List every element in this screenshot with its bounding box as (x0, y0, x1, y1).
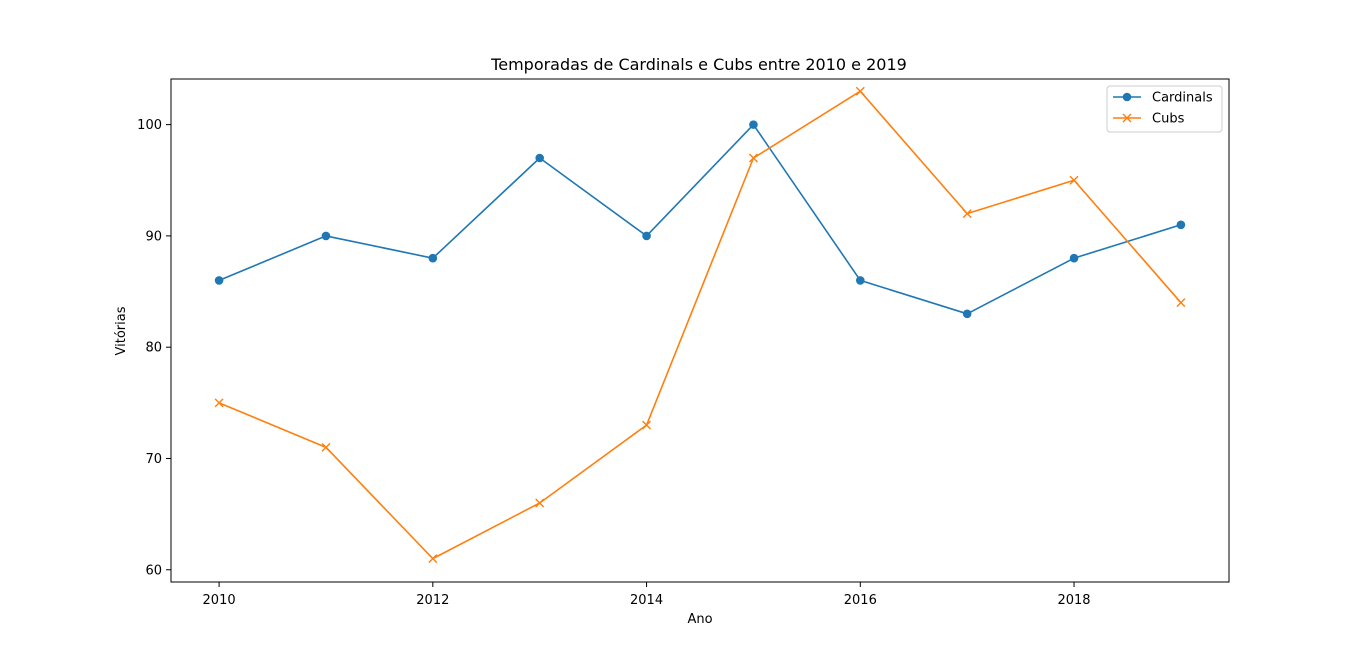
x-tick-label: 2014 (630, 593, 663, 608)
data-point-cardinals (1176, 220, 1186, 230)
data-point-cardinals (856, 276, 865, 285)
data-point-cardinals (749, 120, 758, 129)
data-point-cubs (642, 420, 652, 430)
series-line-cardinals (218, 123, 1182, 315)
x-tick-label: 2018 (1057, 593, 1090, 608)
legend-marker-cubs (1122, 113, 1132, 123)
data-point-cubs (214, 398, 224, 408)
data-point-cardinals (642, 231, 651, 241)
data-point-cardinals (1069, 253, 1079, 263)
data-point-cubs (962, 209, 972, 219)
data-point-cubs (855, 86, 865, 96)
y-axis: 60 70 80 90 100 (137, 118, 171, 578)
y-tick-label: 70 (145, 452, 162, 467)
y-axis-label: Vitórias (114, 306, 129, 355)
x-axis: 2010 2012 2014 2016 2018 (203, 582, 1091, 608)
y-tick-label: 60 (145, 563, 162, 578)
y-tick-label: 90 (145, 229, 162, 244)
chart-title: Temporadas de Cardinals e Cubs entre 201… (490, 55, 907, 74)
data-point-cubs (748, 153, 758, 163)
legend-label-cubs: Cubs (1152, 112, 1185, 127)
x-axis-label: Ano (687, 612, 712, 627)
legend-marker-cardinals (1122, 92, 1132, 102)
data-point-cubs (428, 554, 438, 564)
y-tick-label: 100 (137, 118, 162, 133)
series-layer (214, 86, 1186, 564)
data-point-cubs (535, 498, 545, 508)
legend: Cardinals Cubs (1106, 85, 1223, 133)
data-point-cardinals (962, 309, 972, 319)
data-point-cubs (1176, 298, 1186, 308)
x-tick-label: 2012 (416, 593, 449, 608)
plot-area (170, 78, 1230, 583)
legend-label-cardinals: Cardinals (1152, 91, 1213, 106)
data-point-cardinals (535, 153, 544, 163)
data-point-cardinals (321, 231, 331, 241)
x-tick-label: 2010 (203, 593, 236, 608)
y-tick-label: 80 (145, 341, 162, 356)
data-point-cardinals (428, 253, 438, 263)
data-point-cubs (1069, 175, 1079, 185)
series-line-cubs (218, 90, 1182, 560)
data-point-cardinals (214, 276, 224, 285)
data-point-cubs (321, 442, 331, 452)
x-tick-label: 2016 (844, 593, 877, 608)
